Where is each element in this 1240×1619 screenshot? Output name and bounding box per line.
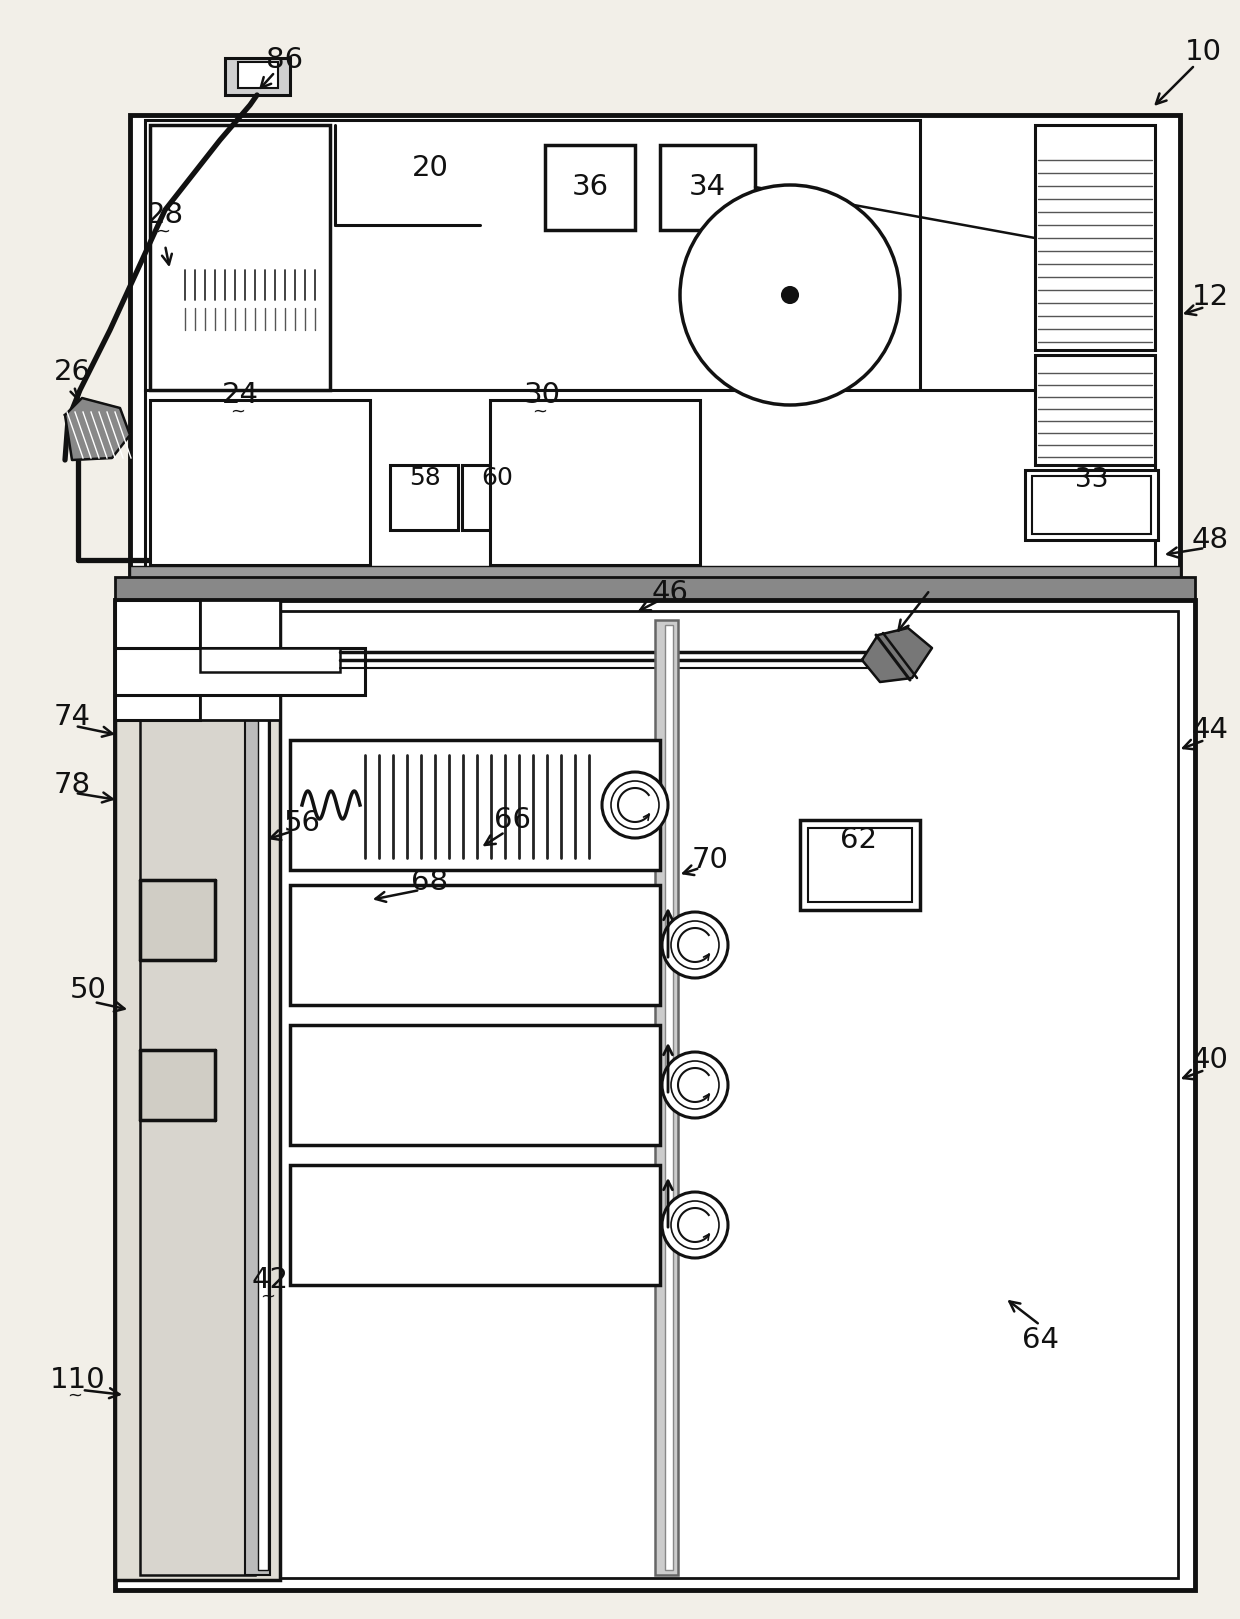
Text: 46: 46: [651, 580, 688, 607]
Text: ~: ~: [260, 1289, 275, 1307]
Text: 110: 110: [50, 1366, 105, 1394]
Bar: [258, 612, 268, 1570]
Bar: [391, 465, 458, 529]
Bar: [115, 601, 200, 720]
Text: 28: 28: [146, 201, 184, 228]
Bar: [490, 400, 701, 565]
Text: 30: 30: [523, 380, 560, 410]
Bar: [463, 465, 529, 529]
Bar: [145, 390, 1154, 568]
Bar: [140, 607, 255, 1575]
Bar: [546, 146, 635, 230]
Text: 68: 68: [412, 868, 449, 895]
Bar: [800, 819, 920, 910]
Text: 56: 56: [284, 810, 320, 837]
Circle shape: [662, 1192, 728, 1258]
Text: 36: 36: [572, 173, 609, 201]
Bar: [655, 620, 678, 1575]
Text: 33: 33: [1075, 466, 1109, 494]
Text: 44: 44: [1192, 716, 1229, 745]
Bar: [115, 601, 1195, 1590]
Text: 66: 66: [494, 806, 531, 834]
Text: 40: 40: [1192, 1046, 1229, 1073]
Text: ~: ~: [532, 403, 548, 421]
Bar: [1032, 476, 1151, 534]
Bar: [290, 1025, 660, 1145]
Text: 48: 48: [1192, 526, 1229, 554]
Text: ~: ~: [67, 1387, 83, 1405]
Bar: [115, 648, 365, 695]
Text: 50: 50: [69, 976, 107, 1004]
Bar: [246, 607, 270, 1575]
Bar: [224, 58, 290, 96]
Bar: [238, 62, 278, 87]
Bar: [1035, 355, 1154, 465]
Text: ~: ~: [231, 403, 246, 421]
Polygon shape: [64, 398, 130, 460]
Bar: [130, 610, 1178, 1579]
Bar: [115, 576, 1195, 606]
Text: ~: ~: [155, 223, 171, 241]
Text: 26: 26: [53, 358, 91, 385]
Bar: [1025, 470, 1158, 541]
Text: 10: 10: [1184, 37, 1221, 66]
Bar: [145, 120, 920, 390]
Circle shape: [662, 1052, 728, 1119]
Text: 34: 34: [688, 173, 725, 201]
Text: 58: 58: [409, 466, 441, 491]
Text: 86: 86: [267, 45, 304, 74]
Polygon shape: [862, 628, 932, 682]
Bar: [200, 648, 340, 672]
Bar: [200, 601, 280, 720]
Bar: [1035, 125, 1154, 350]
Bar: [290, 1166, 660, 1285]
Bar: [140, 881, 215, 960]
Bar: [290, 886, 660, 1005]
Text: 78: 78: [53, 771, 91, 800]
Bar: [115, 602, 280, 1580]
Circle shape: [782, 287, 799, 303]
Text: 12: 12: [1192, 283, 1229, 311]
Circle shape: [662, 911, 728, 978]
Text: 42: 42: [252, 1266, 289, 1294]
Bar: [665, 625, 673, 1570]
Text: 60: 60: [481, 466, 513, 491]
Bar: [290, 740, 660, 869]
Text: 20: 20: [412, 154, 449, 181]
Circle shape: [680, 185, 900, 405]
Text: 64: 64: [1022, 1326, 1059, 1353]
Circle shape: [601, 772, 668, 839]
Bar: [150, 400, 370, 565]
Bar: [130, 115, 1180, 575]
Bar: [150, 125, 330, 390]
Bar: [140, 1051, 215, 1120]
Bar: [808, 827, 911, 902]
Text: 24: 24: [222, 380, 258, 410]
Bar: [660, 146, 755, 230]
Text: 74: 74: [53, 703, 91, 732]
Bar: [130, 567, 1180, 580]
Text: 70: 70: [692, 847, 728, 874]
Text: 62: 62: [839, 826, 877, 853]
